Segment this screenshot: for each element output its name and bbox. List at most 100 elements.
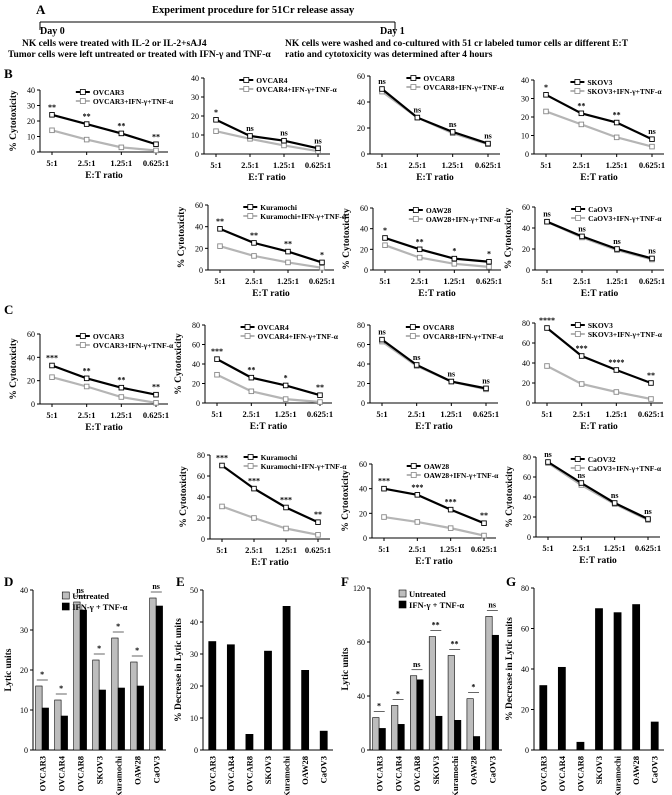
series-line-untreated — [381, 88, 489, 145]
series-line-untreated — [546, 220, 653, 260]
legend-swatch-marker — [243, 77, 250, 83]
data-point — [543, 108, 549, 115]
x-tick-label: Kuramochi — [114, 755, 124, 795]
line-chart-c-oaw28: 0 20 40 60 5:1 2.5:1 1.25:1 0.625:1 E:T ratio % C… — [341, 460, 499, 567]
x-tick-label: OVCAR4 — [557, 755, 567, 791]
y-tick-label: 0 — [194, 746, 198, 755]
y-axis-label: Lytic units — [341, 647, 351, 690]
bar-chart-g: 0 20 40 60 80 % Decrease in Lytic units OVCAR3… — [505, 584, 664, 795]
x-tick-label: 1.25:1 — [110, 410, 132, 420]
legend-label: Kuramochi+IFN-γ+TNF-α — [261, 462, 348, 471]
x-tick-label: 2.5:1 — [245, 276, 263, 286]
bar — [264, 650, 272, 750]
x-tick-label: OVCAR4 — [57, 755, 67, 791]
data-point — [251, 240, 257, 246]
y-tick-label: 20 — [197, 514, 205, 523]
legend-swatch-marker — [247, 204, 254, 210]
bar — [539, 685, 548, 750]
significance-label: ns — [76, 586, 84, 595]
bar — [650, 721, 659, 750]
data-point — [281, 142, 287, 149]
y-tick-label: 10 — [20, 706, 28, 715]
legend-swatch-marker — [574, 88, 581, 94]
panel-d-letter: D — [4, 574, 13, 589]
bar — [613, 612, 622, 750]
significance-label: * — [471, 683, 475, 692]
line-chart-c-ovcar3: 0 20 40 60 5:1 2.5:1 1.25:1 0.625:1 E:T ratio % C… — [9, 330, 174, 433]
data-point — [544, 218, 550, 225]
data-point — [578, 110, 585, 117]
y-tick-label: 50 — [190, 586, 198, 595]
data-point — [83, 383, 90, 390]
x-tick-label: CaOV3 — [488, 756, 498, 783]
data-point — [118, 130, 125, 137]
bar-treated — [60, 715, 68, 751]
significance-label: ns — [378, 328, 386, 337]
legend-label: OVCAR4 — [258, 323, 289, 332]
bar-treated — [491, 634, 499, 751]
x-tick-label: 1.25:1 — [277, 276, 299, 286]
data-point — [483, 385, 489, 392]
data-point — [285, 259, 291, 266]
x-tick-label: 0.625:1 — [475, 160, 501, 170]
data-point — [613, 134, 620, 141]
x-tick-label: 5:1 — [378, 544, 389, 554]
bar — [576, 741, 585, 750]
significance-label: ns — [648, 246, 656, 255]
data-point — [251, 485, 257, 492]
y-tick-label: 40 — [523, 493, 531, 502]
line-chart-b-ovcar8: 0 20 40 60 5:1 2.5:1 1.25:1 0.625:1 E:T ratio ns n… — [357, 72, 505, 183]
x-tick-label: 1.25:1 — [606, 276, 628, 286]
data-point — [319, 259, 325, 266]
data-point — [213, 128, 219, 134]
y-tick-label: 80 — [521, 584, 529, 593]
legend-label: Kuramochi — [260, 203, 297, 212]
data-point — [49, 112, 55, 118]
series-line-treated — [51, 376, 157, 404]
data-point — [285, 248, 291, 255]
y-tick-label: 10 — [27, 133, 35, 142]
data-point — [282, 396, 289, 402]
legend-label: OVCAR3+IFN-γ+TNF-α — [93, 97, 174, 106]
legend-label: OVCAR4+IFN-γ+TNF-α — [256, 85, 337, 94]
day1-line2: ratio and cytotoxicity was determined af… — [285, 50, 493, 60]
significance-label: ** — [216, 217, 224, 226]
data-point — [248, 388, 255, 395]
y-tick-label: 20 — [20, 666, 28, 675]
x-tick-label: 2.5:1 — [408, 544, 426, 554]
legend-swatch-marker — [574, 331, 581, 337]
x-tick-label: 5:1 — [376, 160, 387, 170]
significance-label: *** — [46, 354, 58, 363]
day0-line2: Tumor cells were left untreated or treat… — [8, 50, 271, 60]
line-chart-b-kuramochi: 0 20 40 60 5:1 2.5:1 1.25:1 0.625:1 E:T ratio % C… — [177, 201, 347, 299]
x-tick-label: 1.25:1 — [440, 409, 462, 419]
line-chart-c-ovcar4: 0 20 40 60 80 5:1 2.5:1 1.25:1 0.625:1 E:T ratio%… — [174, 321, 339, 432]
bar-untreated — [428, 636, 436, 751]
data-point — [317, 392, 323, 398]
data-point — [251, 515, 257, 521]
legend-label: OAW28+IFN-γ+TNF-α — [426, 215, 501, 224]
data-point — [649, 255, 655, 262]
bar-treated — [397, 724, 405, 751]
data-point — [118, 384, 125, 391]
bar-treated — [473, 736, 481, 751]
series-line-untreated — [545, 93, 653, 141]
data-point — [481, 532, 487, 539]
significance-label: ns — [648, 127, 656, 136]
y-axis-label: % Cytotoxicity — [9, 90, 19, 152]
y-tick-label: 120 — [353, 584, 365, 593]
legend-label: Untreated — [409, 589, 446, 599]
series-line-treated — [545, 110, 653, 148]
y-tick-label: 40 — [522, 359, 530, 368]
significance-label: ns — [543, 210, 551, 219]
bar-chart-f: 0 40 80 120 Lytic units * OVCAR3 * OVCAR4 ns OVCAR… — [341, 584, 502, 795]
significance-label: ** — [48, 103, 56, 112]
significance-label: ** — [152, 132, 160, 141]
legend-swatch-marker — [247, 463, 254, 469]
series-line-untreated — [221, 464, 319, 524]
legend-swatch-marker — [79, 89, 86, 95]
legend-label: Kuramochi+IFN-γ+TNF-α — [260, 212, 347, 221]
legend-swatch-marker — [247, 213, 254, 219]
y-tick-label: 40 — [521, 665, 529, 674]
significance-label: * — [59, 684, 63, 693]
